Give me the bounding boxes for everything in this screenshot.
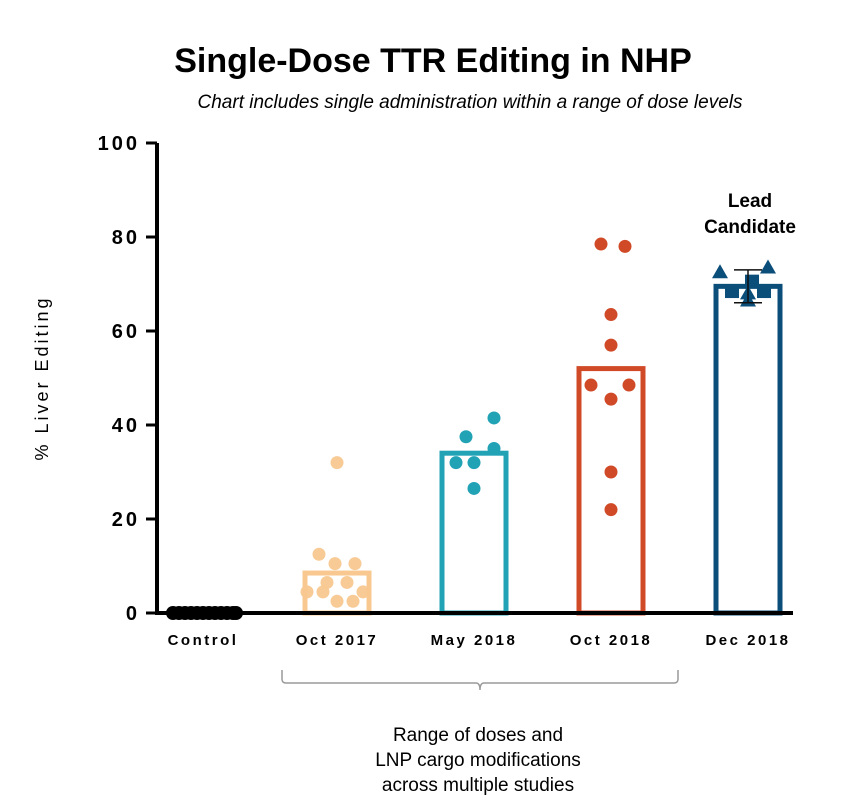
x-tick-label: Dec 2018 — [705, 632, 790, 649]
data-point — [604, 392, 618, 406]
data-point-square — [745, 274, 759, 289]
data-point — [346, 594, 360, 608]
data-point — [487, 442, 501, 455]
y-axis-label: % Liver Editing — [32, 295, 52, 460]
y-tick-label: 80 — [112, 227, 140, 249]
chart-subtitle: Chart includes single administration wit… — [198, 92, 743, 113]
data-point — [316, 585, 330, 599]
data-point — [330, 594, 344, 608]
data-point — [449, 456, 463, 470]
chart-title: Single-Dose TTR Editing in NHP — [174, 42, 692, 80]
data-point — [622, 378, 636, 392]
data-point-square — [725, 284, 739, 299]
data-point — [312, 547, 326, 561]
data-point — [467, 481, 481, 495]
data-point — [356, 585, 370, 599]
data-point — [467, 456, 481, 470]
lead-annotation-line2: Candidate — [704, 217, 796, 238]
y-tick-label: 0 — [126, 603, 140, 625]
y-tick-label: 60 — [112, 321, 140, 343]
data-point — [340, 575, 354, 589]
data-point — [348, 557, 362, 571]
data-point — [594, 237, 608, 251]
data-point — [330, 456, 344, 470]
studies-bracket — [281, 670, 679, 691]
points-group — [166, 237, 776, 620]
data-point — [487, 411, 501, 425]
data-point-triangle — [760, 259, 776, 274]
x-tick-label: Control — [168, 632, 239, 649]
data-point — [604, 308, 618, 322]
x-axis-labels: Control Oct 2017 May 2018 Oct 2018 Dec 2018 — [168, 632, 790, 649]
bracket-note-line1: Range of doses and — [393, 725, 563, 746]
data-point — [584, 378, 598, 392]
y-tick-label: 40 — [112, 415, 140, 437]
bar — [713, 283, 783, 616]
bar — [439, 450, 509, 616]
bracket-note-line2: LNP cargo modifications — [375, 750, 581, 771]
data-point — [328, 557, 342, 571]
data-point — [604, 503, 618, 517]
data-point — [300, 585, 314, 599]
data-point-triangle — [712, 264, 728, 279]
data-point — [604, 338, 618, 352]
data-point-square — [757, 284, 771, 299]
bracket-note-line3: across multiple studies — [382, 775, 574, 796]
y-tick-label: 20 — [112, 509, 140, 531]
y-tick-label: 100 — [98, 133, 140, 155]
x-tick-label: May 2018 — [431, 632, 518, 649]
x-tick-label: Oct 2017 — [296, 632, 379, 649]
x-tick-label: Oct 2018 — [570, 632, 653, 649]
bars-group — [302, 283, 783, 616]
y-axis: 0 20 40 60 80 100 — [98, 133, 157, 625]
lead-annotation-line1: Lead — [728, 191, 772, 212]
data-point — [459, 430, 473, 444]
data-point — [618, 239, 632, 253]
data-point — [604, 465, 618, 479]
